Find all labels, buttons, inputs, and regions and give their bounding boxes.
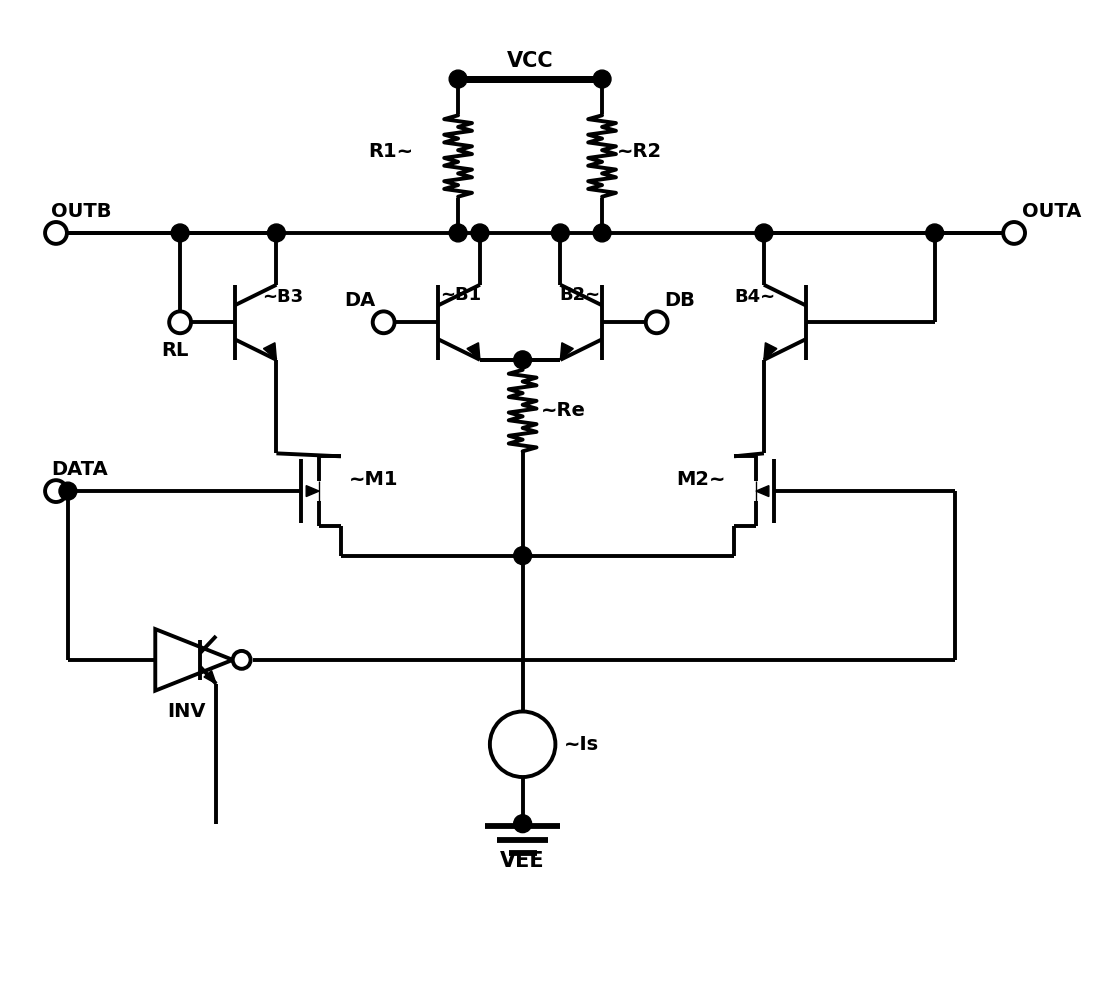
- Text: DB: DB: [665, 291, 695, 310]
- Circle shape: [471, 224, 488, 241]
- Polygon shape: [561, 343, 574, 360]
- Circle shape: [514, 351, 531, 369]
- Text: DA: DA: [345, 291, 376, 310]
- Text: ~Is: ~Is: [564, 734, 599, 753]
- Circle shape: [754, 224, 773, 241]
- Circle shape: [593, 70, 611, 88]
- Circle shape: [514, 815, 531, 833]
- Polygon shape: [204, 671, 216, 684]
- Circle shape: [1003, 222, 1025, 243]
- Polygon shape: [466, 343, 480, 360]
- Circle shape: [646, 312, 668, 333]
- Text: DATA: DATA: [51, 460, 107, 479]
- Text: R1~: R1~: [368, 142, 414, 161]
- Text: M2~: M2~: [677, 470, 726, 489]
- Text: OUTB: OUTB: [51, 201, 112, 220]
- Polygon shape: [756, 486, 769, 497]
- Circle shape: [925, 224, 944, 241]
- Circle shape: [59, 482, 77, 500]
- Circle shape: [449, 70, 468, 88]
- Text: ~B1: ~B1: [440, 286, 482, 304]
- Circle shape: [514, 546, 531, 564]
- Circle shape: [45, 222, 67, 243]
- Circle shape: [233, 651, 251, 669]
- Text: B4~: B4~: [735, 289, 776, 307]
- Circle shape: [170, 312, 191, 333]
- Circle shape: [45, 480, 67, 502]
- Circle shape: [372, 312, 394, 333]
- Circle shape: [593, 224, 611, 241]
- Polygon shape: [307, 486, 319, 497]
- Text: OUTA: OUTA: [1022, 201, 1082, 220]
- Text: ~Re: ~Re: [541, 401, 586, 421]
- Text: INV: INV: [168, 702, 206, 721]
- Text: RL: RL: [161, 341, 188, 359]
- Text: VCC: VCC: [507, 51, 553, 71]
- Polygon shape: [264, 343, 276, 360]
- Circle shape: [552, 224, 569, 241]
- Text: B2~: B2~: [558, 286, 600, 304]
- Polygon shape: [764, 343, 776, 360]
- Text: ~B3: ~B3: [263, 289, 303, 307]
- Text: ~M1: ~M1: [349, 470, 399, 489]
- Circle shape: [489, 711, 555, 777]
- Circle shape: [171, 224, 189, 241]
- Text: ~R2: ~R2: [616, 142, 662, 161]
- Text: VEE: VEE: [500, 851, 545, 871]
- Circle shape: [267, 224, 286, 241]
- Circle shape: [449, 224, 468, 241]
